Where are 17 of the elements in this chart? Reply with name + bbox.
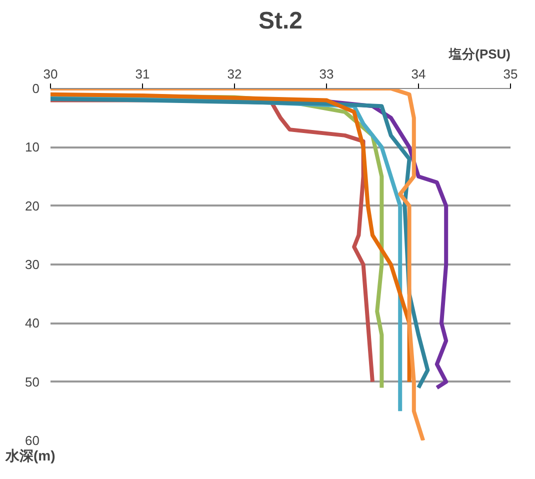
y-tick-label: 60 xyxy=(25,433,40,448)
x-tick-label: 34 xyxy=(411,66,426,82)
x-tick-label: 32 xyxy=(227,66,242,82)
x-tick-label: 35 xyxy=(503,66,518,82)
chart-title: St.2 xyxy=(258,8,303,34)
y-tick-label: 30 xyxy=(25,257,40,272)
y-tick-label: 20 xyxy=(25,198,40,214)
y-tick-label: 10 xyxy=(25,140,40,155)
line-series xyxy=(50,88,426,440)
x-tick-label: 31 xyxy=(135,66,150,82)
x-tick-label: 33 xyxy=(319,66,334,82)
y-tick-label: 40 xyxy=(25,316,40,331)
x-axis-title: 塩分(PSU) xyxy=(448,46,510,62)
x-tick-label: 30 xyxy=(43,66,58,82)
y-tick-label: 0 xyxy=(32,81,40,96)
y-tick-label: 50 xyxy=(25,374,40,390)
y-axis-title: 水深(m) xyxy=(4,448,56,464)
